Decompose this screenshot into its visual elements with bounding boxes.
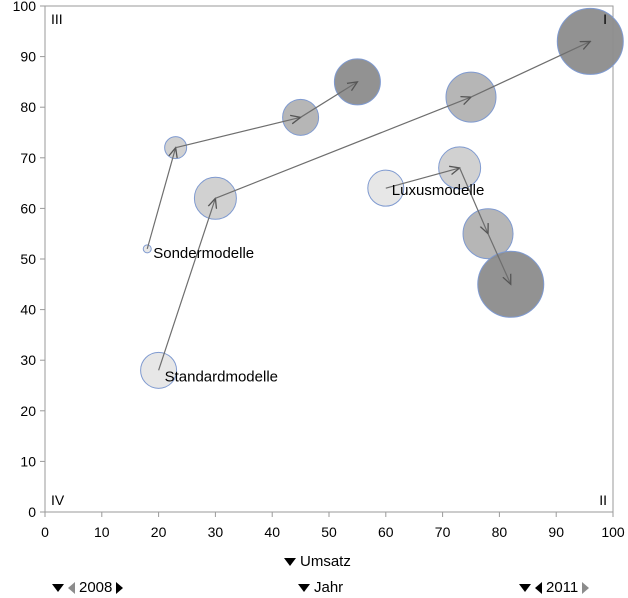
trail-segment xyxy=(158,198,216,371)
y-tick-label: 40 xyxy=(20,302,36,318)
x-measure-selector[interactable]: Umsatz xyxy=(284,553,351,570)
y-tick-label: 90 xyxy=(20,49,36,65)
y-tick-label: 80 xyxy=(20,99,36,115)
series-label: Standardmodelle xyxy=(165,368,278,385)
quadrant-label-bottom-right: II xyxy=(599,492,607,508)
x-tick-label: 50 xyxy=(321,524,337,540)
x-tick-label: 70 xyxy=(435,524,451,540)
x-tick-label: 40 xyxy=(264,524,280,540)
trail-segment xyxy=(175,117,301,149)
x-axis: 0 10 20 30 40 50 60 70 80 90 100 xyxy=(41,512,625,540)
x-tick-label: 10 xyxy=(94,524,110,540)
trail-segment xyxy=(470,41,590,98)
x-tick-label: 100 xyxy=(601,524,625,540)
previous-arrow-icon[interactable] xyxy=(535,581,542,594)
y-tick-label: 70 xyxy=(20,150,36,166)
quadrant-label-top-left: III xyxy=(51,11,63,27)
chevron-down-icon[interactable] xyxy=(298,583,310,592)
quadrant-label-top-right: I xyxy=(603,11,607,27)
chevron-down-icon[interactable] xyxy=(52,583,64,592)
trail-segment xyxy=(300,82,358,118)
trail-segment xyxy=(215,97,471,199)
x-tick-label: 30 xyxy=(208,524,224,540)
trail-segment xyxy=(385,168,460,189)
series-label-layer: Sondermodelle Standardmodelle Luxusmodelle xyxy=(153,182,484,385)
y-tick-label: 100 xyxy=(13,0,37,14)
trail-layer xyxy=(146,41,590,371)
series-label: Sondermodelle xyxy=(153,245,254,262)
quadrant-label-bottom-left: IV xyxy=(51,492,65,508)
trail-segment xyxy=(487,233,511,285)
y-tick-label: 0 xyxy=(28,504,36,520)
end-year-value: 2011 xyxy=(546,579,579,596)
y-tick-label: 50 xyxy=(20,251,36,267)
trail-segment xyxy=(146,148,175,250)
x-tick-label: 60 xyxy=(378,524,394,540)
x-tick-label: 0 xyxy=(41,524,49,540)
series-label: Luxusmodelle xyxy=(392,182,485,199)
time-dimension-label: Jahr xyxy=(314,579,344,596)
x-tick-label: 80 xyxy=(492,524,508,540)
y-tick-label: 20 xyxy=(20,403,36,419)
end-year-control[interactable]: 2011 xyxy=(519,579,590,596)
previous-arrow-icon[interactable] xyxy=(68,581,75,594)
x-measure-label: Umsatz xyxy=(300,553,351,570)
x-tick-label: 90 xyxy=(548,524,564,540)
start-year-value: 2008 xyxy=(79,579,113,596)
next-arrow-icon[interactable] xyxy=(582,581,590,594)
trail-segment xyxy=(459,167,488,234)
time-dimension-selector[interactable]: Jahr xyxy=(298,579,343,596)
y-tick-label: 10 xyxy=(20,453,36,469)
y-tick-label: 60 xyxy=(20,200,36,216)
next-arrow-icon[interactable] xyxy=(116,581,124,594)
x-tick-label: 20 xyxy=(151,524,167,540)
chevron-down-icon[interactable] xyxy=(519,583,531,592)
y-tick-label: 30 xyxy=(20,352,36,368)
y-axis: 0 10 20 30 40 50 60 70 80 90 100 xyxy=(13,0,45,520)
chevron-down-icon[interactable] xyxy=(284,557,296,566)
start-year-control[interactable]: 2008 xyxy=(52,579,124,596)
